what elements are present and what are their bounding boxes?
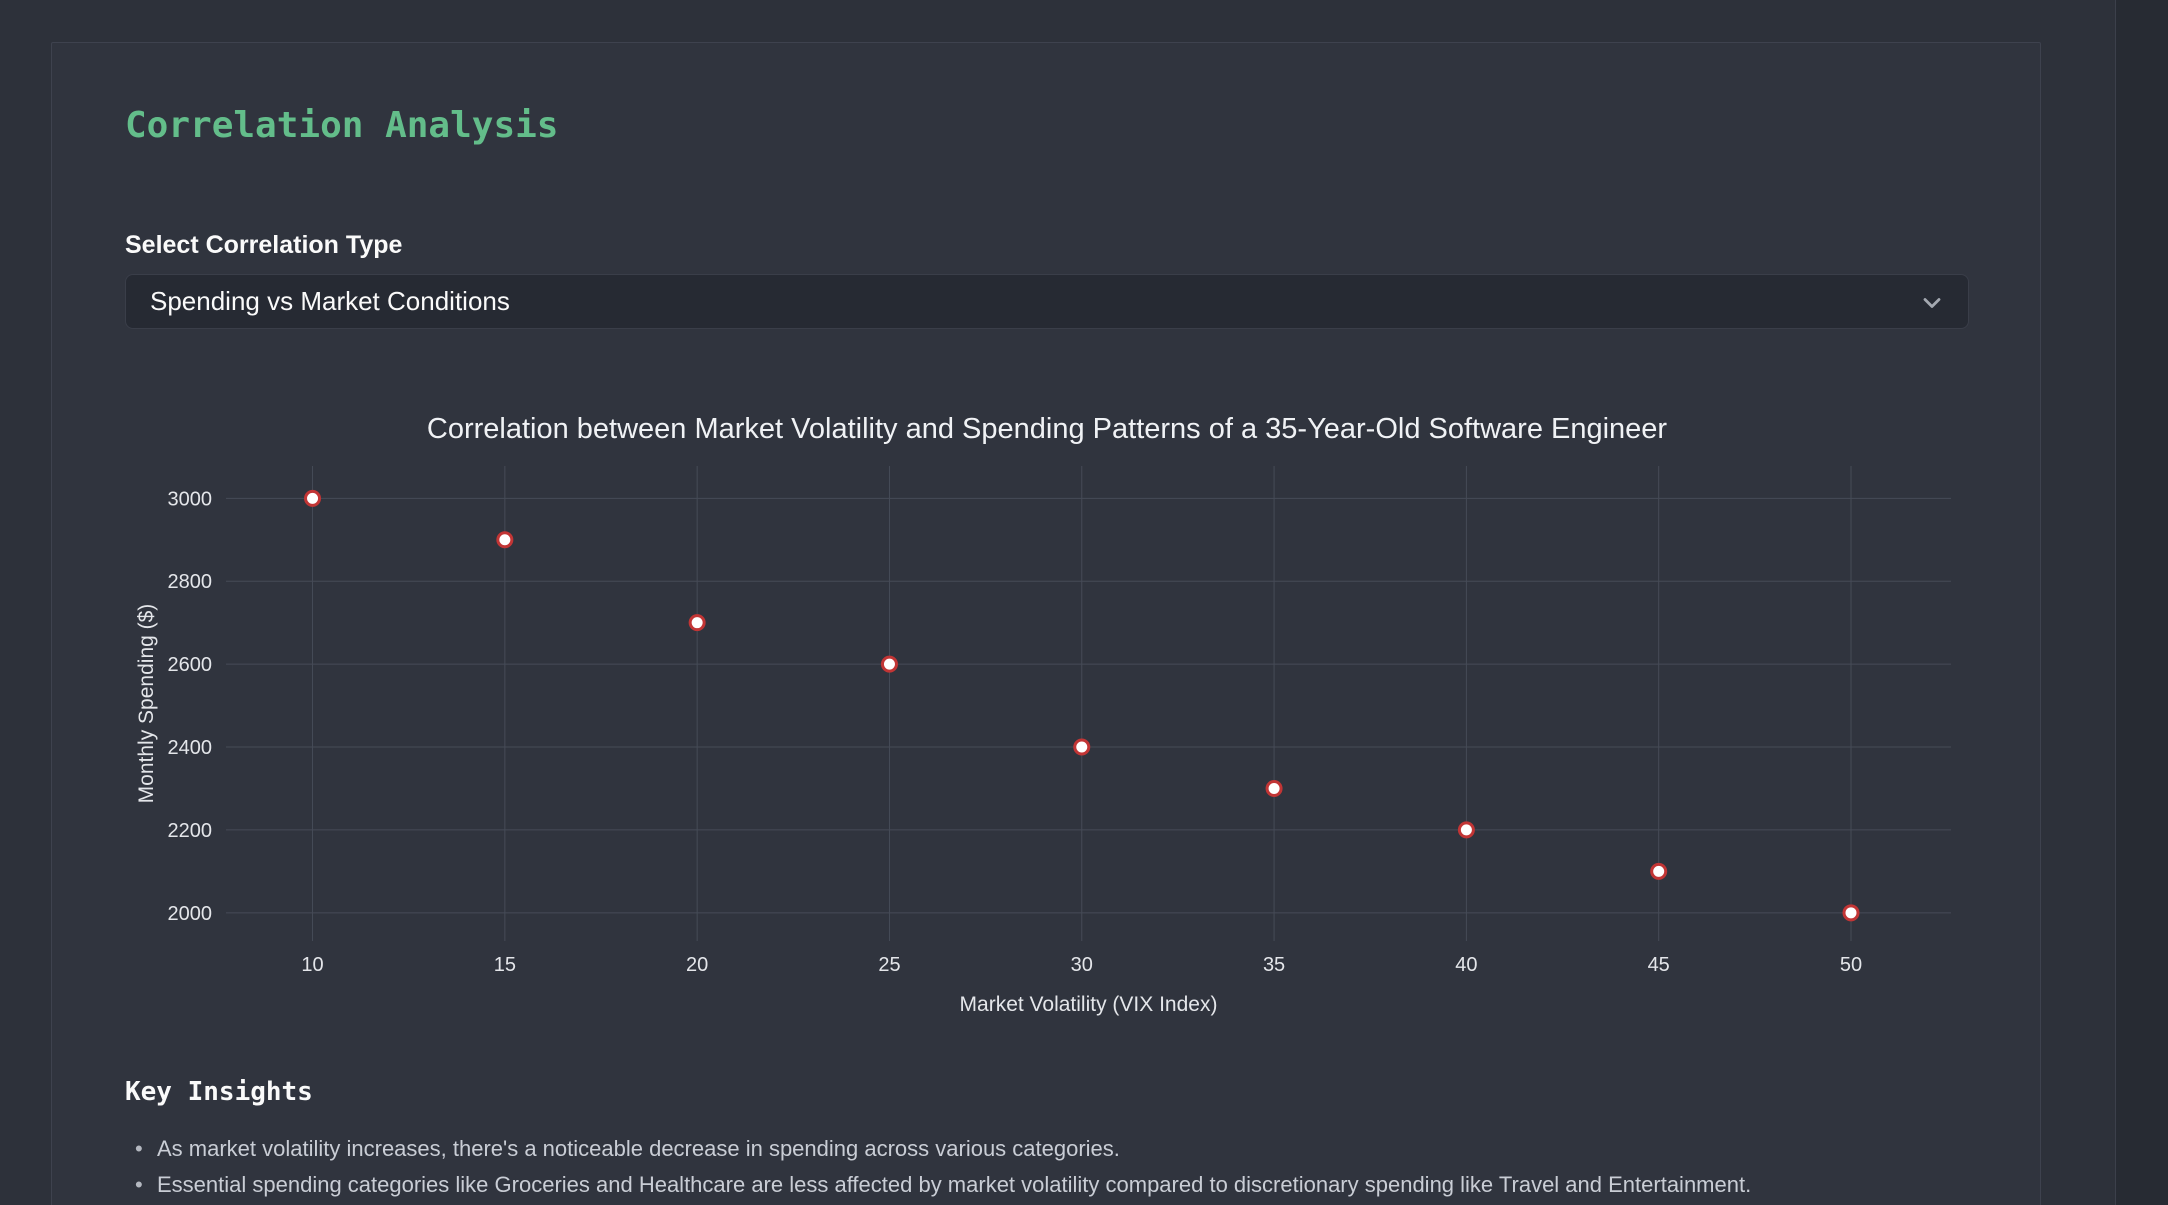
data-point[interactable] — [304, 489, 322, 507]
y-tick-label: 2600 — [168, 654, 213, 676]
x-tick-label: 15 — [494, 954, 516, 976]
insight-item: Essential spending categories like Groce… — [125, 1167, 1969, 1203]
page-title: Correlation Analysis — [125, 105, 559, 146]
insight-item: The decline in Technology and Investment… — [125, 1203, 1969, 1205]
x-tick-label: 20 — [686, 954, 708, 976]
right-margin-strip — [2115, 0, 2168, 1205]
x-tick-label: 40 — [1455, 954, 1477, 976]
data-point[interactable] — [1073, 738, 1091, 756]
data-point[interactable] — [1457, 821, 1475, 839]
y-tick-label: 2000 — [168, 903, 213, 925]
x-tick-label: 25 — [878, 954, 900, 976]
y-tick-label: 2400 — [168, 737, 213, 759]
x-tick-label: 45 — [1648, 954, 1670, 976]
y-tick-label: 3000 — [168, 488, 213, 510]
chevron-down-icon — [1923, 298, 1941, 308]
chart-title: Correlation between Market Volatility an… — [427, 413, 1668, 445]
data-point[interactable] — [1265, 779, 1283, 797]
y-axis-title: Monthly Spending ($) — [135, 604, 158, 804]
data-point[interactable] — [1842, 904, 1860, 922]
x-tick-label: 10 — [301, 954, 323, 976]
scatter-chart: 10 15 20 25 30 35 40 45 50 2000 2200 2400 2600 2800 30… — [135, 413, 1951, 1016]
correlation-analysis-card: Correlation Analysis Select Correlation … — [51, 42, 2041, 1205]
data-point[interactable] — [880, 655, 898, 673]
x-tick-label: 35 — [1263, 954, 1285, 976]
correlation-type-select[interactable]: Spending vs Market Conditions — [125, 274, 1969, 329]
x-tick-label: 50 — [1840, 954, 1862, 976]
key-insights-title: Key Insights — [125, 1077, 313, 1107]
correlation-type-label: Select Correlation Type — [125, 231, 403, 259]
key-insights-section: Key Insights As market volatility increa… — [125, 1077, 1969, 1205]
y-tick-label: 2800 — [168, 571, 213, 593]
data-point[interactable] — [496, 531, 514, 549]
x-tick-label: 30 — [1071, 954, 1093, 976]
data-point[interactable] — [1650, 862, 1668, 880]
correlation-type-selected-value: Spending vs Market Conditions — [150, 286, 510, 316]
key-insights-list: As market volatility increases, there's … — [125, 1131, 1969, 1205]
insight-item: As market volatility increases, there's … — [125, 1131, 1969, 1167]
y-tick-label: 2200 — [168, 820, 213, 842]
x-axis-title: Market Volatility (VIX Index) — [960, 993, 1218, 1016]
data-point[interactable] — [688, 614, 706, 632]
